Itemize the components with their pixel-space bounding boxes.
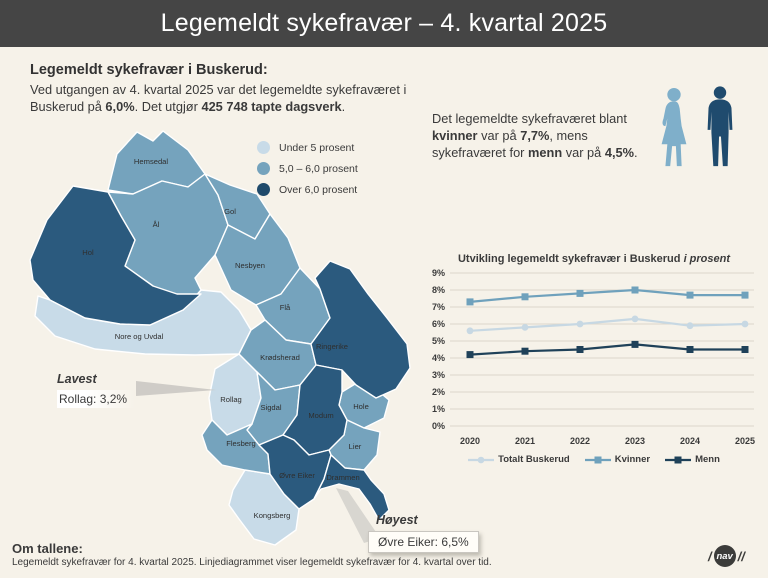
svg-text:2023: 2023 [625,436,645,446]
total-rate: 6,0% [105,99,135,115]
man-silhouette-icon [707,86,733,167]
chart-legend: Totalt Buskerud Kvinner Menn [424,454,764,465]
line-chart-canvas: 0% 1% 2% 3% 4% 5% 6% 7% 8% 9% 2020 2021 2022 2023 2024… [432,268,755,446]
menn-rate: 4,5% [604,145,635,161]
legend-item-under5: Under 5 prosent [257,141,358,154]
kvinner-rate: 7,7% [520,128,550,144]
map-label-modum: Modum [308,411,333,420]
hoyest-callout: Høyest Øvre Eiker: 6,5% [368,513,479,553]
intro-block: Legemeldt sykefravær i Buskerud: Ved utg… [30,62,442,115]
nav-logo-slash-left: / [708,548,712,564]
buskerud-map: Hemsedal Ål Gol Hol Nesbyen Flå Nore og … [29,130,411,546]
map-label-ringerike: Ringerike [316,342,348,351]
map-label-rollag: Rollag [220,395,242,404]
svg-text:2024: 2024 [680,436,700,446]
map-label-lier: Lier [349,442,362,451]
map-label-fla: Flå [280,303,291,312]
map-label-al: Ål [153,220,160,229]
svg-text:2025: 2025 [735,436,755,446]
map-label-flesberg: Flesberg [226,439,256,448]
chart-legend-item: Totalt Buskerud [468,454,570,465]
map-label-gol: Gol [224,207,236,216]
legend-swatch-dark [257,183,270,196]
map-label-krodsherad: Krødsherad [260,353,300,362]
svg-text:4%: 4% [432,353,445,363]
map-region-ringerike [310,260,411,399]
chart-legend-item: Menn [665,454,720,465]
lavest-callout: Lavest Rollag: 3,2% [57,372,136,408]
hoyest-value: Øvre Eiker: 6,5% [368,531,479,553]
map-label-hemsedal: Hemsedal [134,157,168,166]
map-label-hole: Hole [353,402,369,411]
map-label-ovre-eiker: Øvre Eiker [279,471,315,480]
intro-text: Ved utgangen av 4. kvartal 2025 var det … [30,82,407,115]
map-region-hol [29,185,202,326]
lavest-value: Rollag: 3,2% [57,390,136,408]
map-label-kongsberg: Kongsberg [254,511,291,520]
svg-text:0%: 0% [432,421,445,431]
chart-legend-item: Kvinner [584,454,650,465]
svg-text:8%: 8% [432,285,445,295]
footer-text: Legemeldt sykefravær for 4. kvartal 2025… [12,557,492,568]
svg-text:7%: 7% [432,302,445,312]
gender-text: Det legemeldte sykefraværet blant kvinne… [432,111,638,161]
svg-text:2020: 2020 [460,436,480,446]
map-label-nore-og-uvdal: Nore og Uvdal [115,332,164,341]
map-label-sigdal: Sigdal [260,403,281,412]
svg-text:2%: 2% [432,387,445,397]
svg-text:2022: 2022 [570,436,590,446]
woman-silhouette-icon [661,87,687,167]
chart-title: Utvikling legemeldt sykefravær i Buskeru… [457,253,731,265]
map-region-drammen [313,454,390,521]
legend-item-over6: Over 6,0 prosent [257,183,358,196]
legend-swatch-light [257,141,270,154]
hoyest-callout-pointer [336,488,380,543]
map-legend: Under 5 prosent 5,0 – 6,0 prosent Over 6… [257,141,358,204]
map-label-drammen: Drammen [326,473,359,482]
svg-text:9%: 9% [432,268,445,278]
legend-swatch-mid [257,162,270,175]
map-label-nesbyen: Nesbyen [235,261,265,270]
svg-text:3%: 3% [432,370,445,380]
lost-workdays: 425 748 tapte dagsverk [201,99,342,115]
footer-heading: Om tallene: [12,541,83,556]
nav-logo-circle: nav [713,545,736,567]
trend-chart: Utvikling legemeldt sykefravær i Buskeru… [424,253,764,465]
footer-note: Om tallene: Legemeldt sykefravær for 4. … [12,541,492,568]
header-bar: Legemeldt sykefravær – 4. kvartal 2025 [0,0,768,47]
intro-heading: Legemeldt sykefravær i Buskerud: [30,62,268,78]
gender-figures [652,85,744,169]
map-label-hol: Hol [82,248,94,257]
svg-text:2021: 2021 [515,436,535,446]
svg-text:5%: 5% [432,336,445,346]
svg-text:1%: 1% [432,404,445,414]
legend-item-mid: 5,0 – 6,0 prosent [257,162,358,175]
nav-logo: / nav // [708,545,745,567]
hoyest-title: Høyest [376,513,418,527]
page-title: Legemeldt sykefravær – 4. kvartal 2025 [160,9,608,37]
svg-text:6%: 6% [432,319,445,329]
nav-logo-slash-right: // [737,548,745,564]
lavest-title: Lavest [57,372,97,386]
lavest-callout-pointer [136,381,216,396]
